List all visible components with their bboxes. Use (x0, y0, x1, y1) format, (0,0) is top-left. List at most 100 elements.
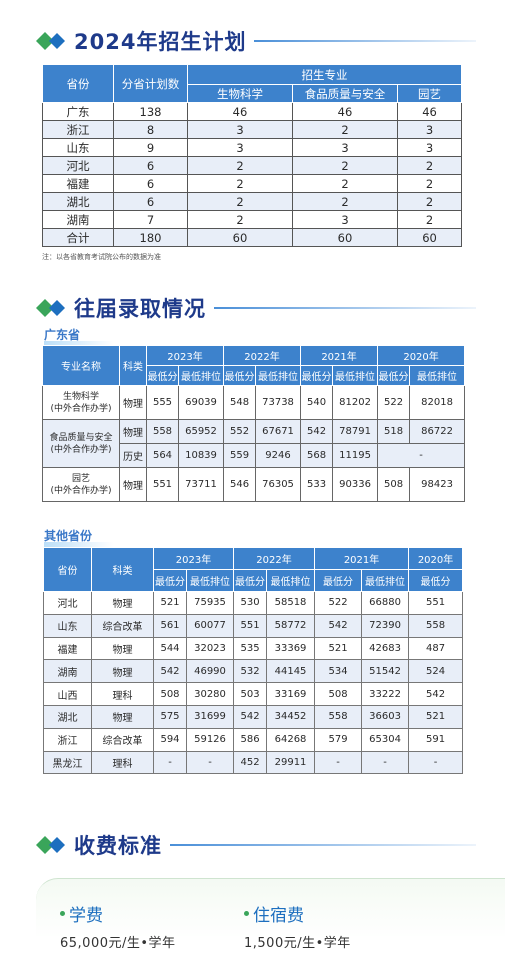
header-major-food-safety: 食品质量与安全 (292, 84, 398, 103)
province-cell: 山西 (43, 682, 92, 706)
value-cell: 551 (233, 613, 268, 638)
value-cell: 452 (233, 750, 268, 775)
province-cell: 合计 (42, 228, 114, 247)
min-score-cell: 551 (146, 467, 179, 502)
subject-cell: 理科 (91, 750, 154, 775)
value-cell: 534 (314, 659, 363, 684)
table-row: 广东 138 46 46 46 (42, 102, 463, 121)
table-row: 湖北 6 2 2 2 (42, 192, 463, 211)
table-row: 河北 6 2 2 2 (42, 156, 463, 175)
tuition-label: 学费 (69, 906, 103, 926)
value-cell: 138 (113, 102, 188, 121)
value-cell: 3 (187, 138, 293, 157)
section-title: 2024年招生计划 (74, 30, 247, 54)
table-row: 福建 6 2 2 2 (42, 174, 463, 193)
subject-cell: 物理 (119, 385, 147, 420)
table-row: 生物科学 (中外合作办学) 物理 555 69039 548 73738 540 81202 5… (42, 385, 466, 420)
table-row: 浙江 8 3 2 3 (42, 120, 463, 139)
province-cell: 山东 (43, 613, 92, 638)
plan-note: 注：以各省教育考试院公布的数据为准 (42, 253, 161, 261)
province-cell: 黑龙江 (43, 750, 92, 775)
value-cell: 58772 (266, 613, 316, 638)
section-title: 往届录取情况 (74, 297, 206, 321)
table-row: 河北 物理 521 75935 530 58518 522 66880 551 (43, 591, 464, 615)
min-score-cell: 555 (146, 385, 179, 420)
value-cell: 542 (314, 613, 363, 638)
value-cell: 34452 (266, 704, 316, 729)
major-cell: 食品质量与安全 (中外合作办学) (42, 419, 120, 468)
header-subject: 科类 (119, 345, 147, 386)
value-cell: 521 (408, 704, 464, 729)
table-row: 山东 综合改革 561 60077 551 58772 542 72390 558 (43, 613, 464, 638)
major-cell: 园艺 (中外合作办学) (42, 467, 120, 502)
title-divider (170, 844, 476, 846)
title-divider (214, 307, 476, 309)
value-cell: 46 (396, 102, 463, 121)
min-rank-cell: 81202 (332, 385, 379, 420)
bullet-dot-icon (60, 911, 65, 916)
value-cell: 46 (292, 102, 398, 121)
table-row: 园艺 (中外合作办学) 物理 551 73711 546 76305 533 90336 508… (42, 467, 466, 502)
value-cell: 2 (396, 156, 463, 175)
province-cell: 福建 (43, 636, 92, 661)
header-min-rank: 最低排位 (185, 569, 235, 592)
value-cell: 594 (153, 727, 187, 752)
min-score-cell: 508 (377, 467, 411, 502)
min-score-cell: 559 (223, 443, 257, 468)
header-2021: 2021年 (300, 345, 379, 366)
value-cell: 64268 (266, 727, 316, 752)
subject-cell: 物理 (119, 467, 147, 502)
header-2023: 2023年 (152, 547, 235, 570)
province-cell: 浙江 (43, 727, 92, 752)
value-cell: - (408, 750, 464, 775)
other-provinces-table: 省份 科类 2023年 2022年 2021年 2020年 最低分 最低排位 最低分… (43, 547, 464, 775)
value-cell: 3 (396, 138, 463, 157)
table-row: 历史 564 10839 559 9246 568 11195- (43, 443, 466, 468)
value-cell: 535 (233, 636, 268, 661)
value-cell: 3 (396, 120, 463, 139)
diamond-logo-icon (36, 836, 68, 854)
other-provinces-label: 其他省份 (44, 529, 115, 547)
value-cell: - (361, 750, 410, 775)
province-cell: 湖北 (43, 704, 92, 729)
subject-cell: 物理 (119, 419, 147, 444)
header-2020: 2020年 (408, 547, 464, 570)
value-cell: 9 (113, 138, 188, 157)
value-cell: 544 (153, 636, 187, 661)
header-min-rank: 最低排位 (409, 365, 466, 386)
header-2022: 2022年 (233, 547, 316, 570)
lodging-value: 1,500元/生•学年 (244, 936, 351, 951)
value-cell: 51542 (361, 659, 410, 684)
value-cell: 542 (408, 682, 464, 706)
value-cell: 2 (396, 192, 463, 211)
table-row: 山西 理科 508 30280 503 33169 508 33222 542 (43, 682, 464, 706)
value-cell: 575 (153, 704, 187, 729)
value-cell: 530 (233, 591, 268, 615)
header-major-biology: 生物科学 (187, 84, 293, 103)
min-rank-cell: 98423 (409, 467, 466, 502)
min-rank-cell: 9246 (255, 443, 302, 468)
value-cell: 6 (113, 192, 188, 211)
min-rank-cell: 78791 (332, 419, 379, 444)
value-cell: 33222 (361, 682, 410, 706)
value-cell: 508 (153, 682, 187, 706)
value-cell: 60 (396, 228, 463, 247)
value-cell: 3 (292, 210, 398, 229)
value-cell: 542 (153, 659, 187, 684)
table-row: 浙江 综合改革 594 59126 586 64268 579 65304 591 (43, 727, 464, 752)
header-min-score: 最低分 (153, 569, 187, 592)
min-score-cell: 558 (146, 419, 179, 444)
value-cell: 29911 (266, 750, 316, 775)
header-min-score: 最低分 (146, 365, 179, 386)
min-rank-cell: 76305 (255, 467, 302, 502)
min-rank-cell: 11195 (332, 443, 379, 468)
header-2020: 2020年 (377, 345, 466, 366)
min-score-cell: 540 (300, 385, 334, 420)
value-cell: 542 (233, 704, 268, 729)
value-cell: 58518 (266, 591, 316, 615)
header-total: 分省计划数 (113, 64, 188, 103)
tuition-value: 65,000元/生•学年 (60, 936, 176, 951)
value-cell: 2 (187, 210, 293, 229)
bullet-dot-icon (244, 911, 249, 916)
value-cell: 65304 (361, 727, 410, 752)
